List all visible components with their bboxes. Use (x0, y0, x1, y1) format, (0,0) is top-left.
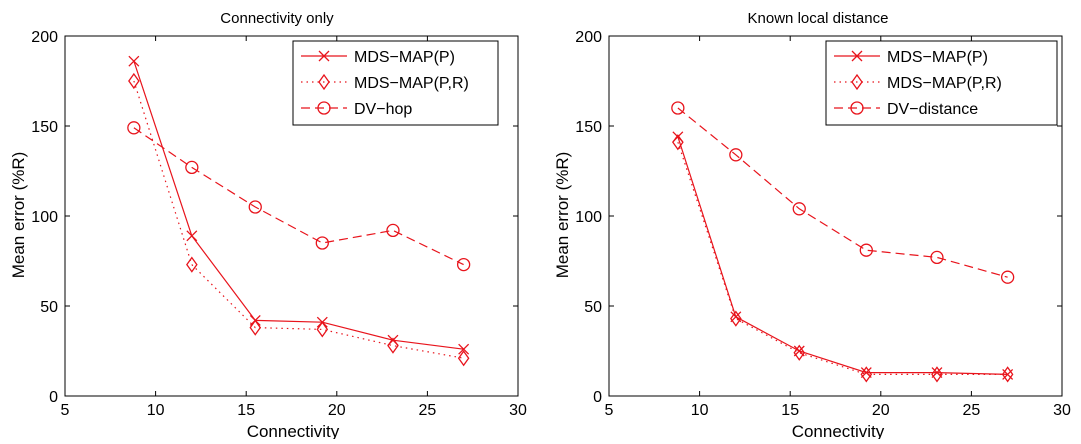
data-point-s1 (186, 230, 198, 242)
series-line-3 (133, 127, 464, 266)
y-tick-label: 0 (49, 389, 58, 406)
x-tick-label: 25 (963, 402, 981, 419)
legend-entry: DV−distance (887, 101, 978, 118)
data-point-s3 (386, 223, 400, 238)
legend-entry: MDS−MAP(P,R) (354, 75, 469, 92)
y-tick-label: 150 (31, 119, 58, 136)
data-point-s2 (128, 72, 140, 90)
series-line-1 (133, 61, 464, 350)
data-point-s2 (1001, 366, 1014, 383)
data-point-s2 (931, 366, 943, 383)
legend-entry: DV−hop (354, 101, 412, 118)
series-line-3 (677, 107, 1008, 278)
data-point-s1 (128, 55, 140, 67)
legend-marker (318, 50, 330, 62)
y-axis-label: Mean error (%R) (9, 152, 28, 279)
legend-marker (317, 101, 331, 115)
x-tick-label: 5 (61, 402, 70, 419)
legend-entry: MDS−MAP(P) (354, 49, 455, 66)
legend-marker (850, 101, 864, 115)
x-tick-label: 10 (147, 402, 165, 419)
data-point-s3 (315, 236, 329, 250)
y-tick-label: 150 (575, 119, 602, 136)
data-point-s2 (730, 310, 742, 327)
data-point-s2 (860, 366, 873, 383)
data-point-s2 (387, 337, 399, 354)
legend-marker (851, 73, 863, 91)
legend-marker (318, 73, 330, 91)
data-point-s3 (456, 257, 471, 272)
x-tick-label: 30 (509, 402, 527, 419)
data-point-s3 (859, 243, 873, 257)
legend: MDS−MAP(P) MDS−MAP(P,R) DV−hop (292, 40, 499, 126)
data-point-s3 (671, 101, 685, 115)
chart-right: Known local distance Connectivity Mean e… (553, 10, 1071, 441)
data-point-s2 (316, 321, 329, 338)
data-point-s3 (930, 250, 944, 265)
data-point-s3 (185, 160, 199, 175)
data-point-s3 (1000, 270, 1015, 284)
x-tick-label: 20 (872, 402, 890, 419)
legend-box (825, 40, 1058, 126)
legend-entry: MDS−MAP(P) (887, 49, 988, 66)
data-point-s3 (729, 148, 743, 162)
data-point-s1 (458, 343, 470, 355)
y-tick-label: 50 (584, 299, 602, 316)
x-tick-label: 15 (781, 402, 799, 419)
legend-marker (851, 50, 863, 62)
data-point-s2 (249, 319, 262, 336)
y-tick-label: 200 (31, 29, 58, 46)
x-tick-label: 15 (237, 402, 255, 419)
x-tick-label: 25 (419, 402, 437, 419)
data-point-s2 (793, 344, 806, 361)
x-axis-label: Connectivity (792, 422, 885, 439)
data-point-s2 (186, 256, 198, 273)
y-tick-label: 50 (40, 299, 58, 316)
x-tick-label: 20 (328, 402, 346, 419)
series-line-2 (677, 142, 1008, 375)
data-point-s3 (127, 121, 141, 135)
chart-title: Connectivity only (220, 10, 334, 27)
legend-entry: MDS−MAP(P,R) (887, 75, 1002, 92)
legend: MDS−MAP(P) MDS−MAP(P,R) DV−distance (825, 40, 1058, 126)
data-point-s2 (672, 134, 684, 151)
data-point-s3 (248, 200, 262, 214)
x-axis-label: Connectivity (247, 422, 340, 439)
x-tick-label: 30 (1053, 402, 1071, 419)
y-axis-label: Mean error (%R) (553, 152, 572, 279)
x-tick-label: 5 (605, 402, 614, 419)
data-point-s3 (792, 202, 806, 216)
data-point-s2 (457, 350, 470, 367)
y-tick-label: 0 (593, 389, 602, 406)
legend-box (292, 40, 499, 126)
y-tick-label: 200 (575, 29, 602, 46)
axis-ticks: 5 10 15 20 25 30 0 50 100 150 200 (31, 29, 527, 419)
series-line-2 (133, 80, 464, 359)
x-tick-label: 10 (691, 402, 709, 419)
y-tick-label: 100 (31, 209, 58, 226)
y-tick-label: 100 (575, 209, 602, 226)
chart-left: Connectivity only Connectivity Mean erro… (9, 10, 527, 441)
axis-ticks: 5 10 15 20 25 30 0 50 100 150 200 (575, 29, 1071, 419)
series-line-1 (677, 136, 1008, 375)
plot-area (127, 55, 471, 367)
chart-title: Known local distance (748, 10, 889, 27)
plot-area (671, 101, 1015, 383)
